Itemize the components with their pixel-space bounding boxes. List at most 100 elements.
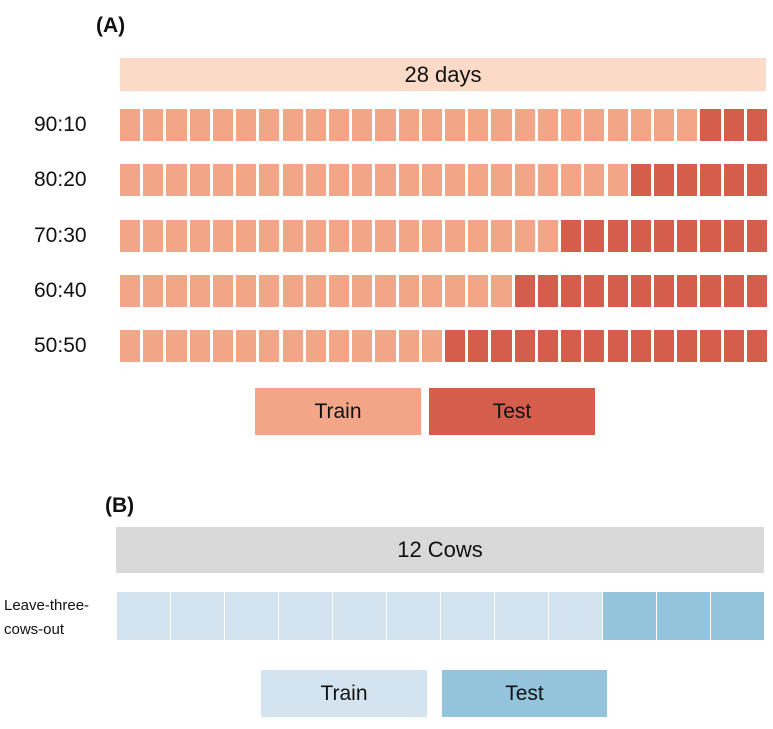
train-day-cell	[445, 109, 466, 141]
train-day-cell	[375, 109, 396, 141]
split-ratio-label: 80:20	[34, 168, 87, 191]
day-cells	[120, 220, 767, 252]
test-day-cell	[677, 275, 698, 307]
train-day-cell	[584, 164, 605, 196]
train-day-cell	[236, 164, 257, 196]
train-day-cell	[259, 164, 280, 196]
days-banner: 28 days	[120, 58, 766, 91]
train-day-cell	[212, 109, 234, 141]
train-day-cell	[305, 164, 326, 196]
train-day-cell	[328, 164, 350, 196]
train-day-cell	[328, 109, 350, 141]
train-day-cell	[236, 109, 257, 141]
train-day-cell	[189, 275, 210, 307]
train-day-cell	[305, 275, 326, 307]
test-day-cell	[630, 330, 651, 362]
train-day-cell	[352, 275, 373, 307]
train-day-cell	[514, 164, 535, 196]
train-cow-cell	[117, 592, 170, 640]
train-day-cell	[166, 275, 187, 307]
test-day-cell	[630, 164, 651, 196]
test-day-cell	[746, 330, 767, 362]
train-cow-cell	[495, 592, 548, 640]
test-day-cell	[607, 330, 628, 362]
test-day-cell	[723, 109, 744, 141]
train-day-cell	[166, 164, 187, 196]
legend-train: Train	[261, 670, 427, 717]
train-day-cell	[375, 220, 396, 252]
train-day-cell	[421, 164, 442, 196]
train-day-cell	[259, 220, 280, 252]
scheme-label-line: cows-out	[4, 621, 65, 638]
scheme-label-line: Leave-three-	[4, 597, 90, 614]
test-day-cell	[514, 275, 535, 307]
train-day-cell	[375, 330, 396, 362]
train-day-cell	[143, 275, 164, 307]
train-day-cell	[328, 275, 350, 307]
test-day-cell	[746, 109, 767, 141]
day-cells	[120, 109, 767, 141]
train-day-cell	[561, 164, 582, 196]
legend-train: Train	[255, 388, 421, 435]
train-day-cell	[189, 220, 210, 252]
train-day-cell	[189, 109, 210, 141]
train-day-cell	[236, 275, 257, 307]
test-day-cell	[514, 330, 535, 362]
legend-test: Test	[442, 670, 607, 717]
cow-cells	[117, 592, 764, 640]
train-day-cell	[305, 330, 326, 362]
train-day-cell	[166, 109, 187, 141]
train-day-cell	[630, 109, 651, 141]
test-day-cell	[723, 275, 744, 307]
test-day-cell	[630, 275, 651, 307]
test-day-cell	[677, 164, 698, 196]
test-day-cell	[700, 275, 721, 307]
train-day-cell	[445, 275, 466, 307]
train-day-cell	[491, 275, 512, 307]
test-day-cell	[561, 220, 582, 252]
day-cells	[120, 275, 767, 307]
train-day-cell	[607, 164, 628, 196]
train-day-cell	[421, 220, 442, 252]
train-day-cell	[282, 220, 303, 252]
test-day-cell	[723, 330, 744, 362]
train-day-cell	[282, 275, 303, 307]
train-day-cell	[282, 330, 303, 362]
train-day-cell	[282, 164, 303, 196]
test-day-cell	[584, 220, 605, 252]
test-day-cell	[584, 275, 605, 307]
test-cow-cell	[603, 592, 656, 640]
train-day-cell	[120, 275, 141, 307]
train-cow-cell	[279, 592, 332, 640]
train-day-cell	[143, 164, 164, 196]
train-day-cell	[166, 330, 187, 362]
train-day-cell	[398, 275, 419, 307]
train-day-cell	[328, 220, 350, 252]
test-day-cell	[700, 220, 721, 252]
train-day-cell	[189, 330, 210, 362]
test-day-cell	[537, 275, 559, 307]
test-day-cell	[653, 330, 675, 362]
test-day-cell	[677, 330, 698, 362]
train-day-cell	[398, 164, 419, 196]
panel-b-label: (B)	[105, 494, 135, 517]
train-day-cell	[120, 164, 141, 196]
train-day-cell	[537, 109, 559, 141]
train-day-cell	[143, 109, 164, 141]
test-day-cell	[607, 220, 628, 252]
split-ratio-label: 50:50	[34, 334, 87, 357]
day-cells	[120, 330, 767, 362]
test-day-cell	[561, 330, 582, 362]
train-day-cell	[305, 220, 326, 252]
train-day-cell	[212, 220, 234, 252]
train-day-cell	[561, 109, 582, 141]
train-day-cell	[445, 164, 466, 196]
train-day-cell	[375, 164, 396, 196]
test-day-cell	[700, 164, 721, 196]
train-day-cell	[120, 330, 141, 362]
test-cow-cell	[711, 592, 764, 640]
test-day-cell	[630, 220, 651, 252]
train-day-cell	[468, 275, 489, 307]
train-day-cell	[328, 330, 350, 362]
train-day-cell	[259, 275, 280, 307]
